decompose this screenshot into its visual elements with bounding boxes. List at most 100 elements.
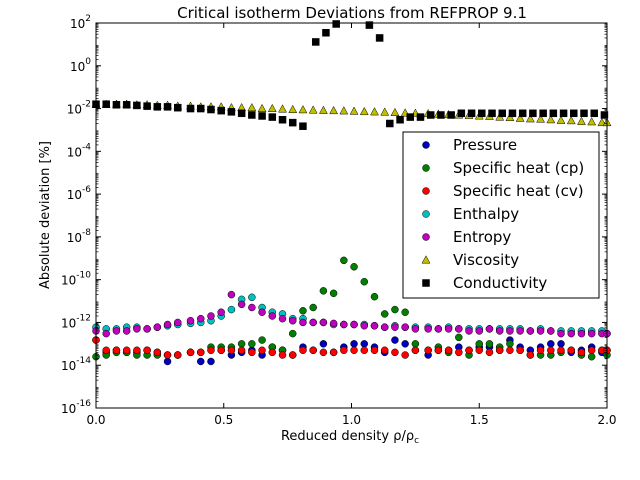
data-point-series-2	[237, 346, 246, 355]
data-point-series-6	[580, 109, 588, 118]
data-point-series-4	[495, 327, 504, 335]
data-point-series-2	[391, 348, 399, 357]
data-point-series-5	[349, 106, 359, 115]
data-point-series-6	[237, 109, 246, 118]
data-point-series-4	[350, 320, 358, 329]
data-point-series-2	[475, 346, 483, 355]
data-point-series-2	[227, 346, 236, 355]
data-point-series-4	[391, 323, 399, 331]
x-axis-label-text: Reduced density ρ/ρ	[281, 429, 414, 444]
data-point-series-4	[163, 320, 172, 329]
data-point-series-1	[391, 305, 399, 314]
data-point-series-2	[217, 346, 225, 355]
data-point-series-2	[288, 351, 297, 359]
data-point-series-1	[485, 340, 494, 348]
data-point-series-1	[370, 292, 379, 301]
data-point-series-5	[380, 107, 390, 116]
legend-marker	[422, 233, 430, 241]
data-point-series-6	[207, 105, 215, 114]
y-tick-label: 10-4	[67, 142, 92, 159]
data-point-series-5	[298, 105, 308, 114]
x-tick-label: 0.0	[86, 413, 105, 427]
data-point-series-2	[495, 346, 504, 355]
data-point-series-0	[557, 340, 565, 348]
data-point-series-5	[339, 106, 349, 115]
data-point-series-1	[329, 289, 338, 298]
data-point-series-1	[340, 256, 348, 265]
legend-marker	[422, 210, 430, 218]
data-point-series-2	[329, 348, 338, 357]
data-point-series-2	[444, 346, 453, 355]
data-point-series-6	[365, 21, 374, 29]
legend-box	[402, 131, 600, 299]
data-point-series-6	[447, 111, 455, 119]
data-point-series-4	[248, 303, 256, 312]
data-point-series-4	[102, 329, 110, 338]
plot-markers	[91, 20, 612, 366]
data-point-series-4	[278, 314, 287, 323]
data-point-series-4	[424, 325, 432, 333]
data-point-series-5	[515, 113, 525, 122]
data-point-series-0	[207, 357, 215, 366]
data-point-series-1	[248, 340, 256, 348]
data-point-series-1	[475, 340, 483, 348]
data-point-series-6	[278, 115, 287, 124]
data-point-series-2	[516, 346, 524, 355]
x-axis-label-subscript: c	[414, 436, 419, 446]
data-point-series-2	[122, 346, 131, 355]
data-point-series-4	[153, 323, 162, 331]
data-point-series-4	[455, 325, 463, 333]
data-point-series-2	[207, 346, 215, 355]
data-point-series-2	[143, 346, 151, 355]
data-point-series-0	[391, 336, 399, 344]
data-point-series-6	[570, 109, 578, 118]
y-axis-ticks: 10-16 10-14 10-12 10-10 10-8 10-6 10-4 10-2 100 1…	[61, 14, 607, 416]
data-point-series-4	[547, 327, 555, 335]
data-point-series-6	[268, 113, 277, 121]
data-point-series-4	[299, 318, 307, 327]
data-point-series-6	[437, 111, 445, 119]
data-point-series-2	[350, 346, 358, 355]
data-point-series-3	[248, 293, 256, 302]
data-point-series-5	[587, 117, 597, 126]
legend-label: Conductivity	[453, 274, 547, 292]
y-tick-label: 10-12	[61, 313, 91, 330]
data-point-series-2	[455, 348, 463, 357]
legend-marker	[422, 279, 430, 287]
legend-label: Specific heat (cv)	[453, 182, 584, 200]
data-point-series-1	[309, 303, 317, 312]
data-point-series-5	[577, 116, 586, 125]
data-point-series-2	[465, 346, 473, 355]
data-point-series-4	[434, 325, 443, 333]
data-point-series-2	[174, 351, 182, 359]
data-point-series-2	[340, 346, 348, 355]
data-point-series-2	[567, 346, 575, 355]
data-point-series-6	[416, 113, 425, 121]
data-point-series-6	[143, 102, 151, 110]
data-point-series-2	[309, 346, 317, 355]
data-point-series-5	[525, 114, 535, 123]
data-point-series-5	[370, 107, 379, 116]
data-point-series-6	[299, 122, 307, 130]
data-point-series-0	[547, 340, 555, 348]
data-point-series-6	[426, 111, 435, 119]
data-point-series-2	[434, 346, 443, 355]
data-point-series-4	[207, 312, 215, 320]
data-point-series-2	[186, 348, 195, 357]
data-point-series-2	[485, 348, 494, 357]
data-point-series-4	[227, 290, 236, 299]
data-point-series-6	[288, 118, 297, 127]
data-point-series-2	[299, 346, 307, 355]
legend-label: Entropy	[453, 228, 511, 246]
legend-marker	[422, 187, 430, 195]
data-point-series-1	[350, 263, 358, 271]
data-point-series-5	[329, 105, 339, 115]
data-point-series-4	[536, 327, 545, 335]
data-point-series-6	[217, 106, 225, 115]
data-point-series-5	[288, 104, 298, 113]
data-point-series-2	[370, 346, 379, 355]
data-point-series-4	[401, 323, 409, 331]
data-point-series-6	[518, 109, 527, 118]
y-tick-label: 10-8	[67, 228, 92, 245]
